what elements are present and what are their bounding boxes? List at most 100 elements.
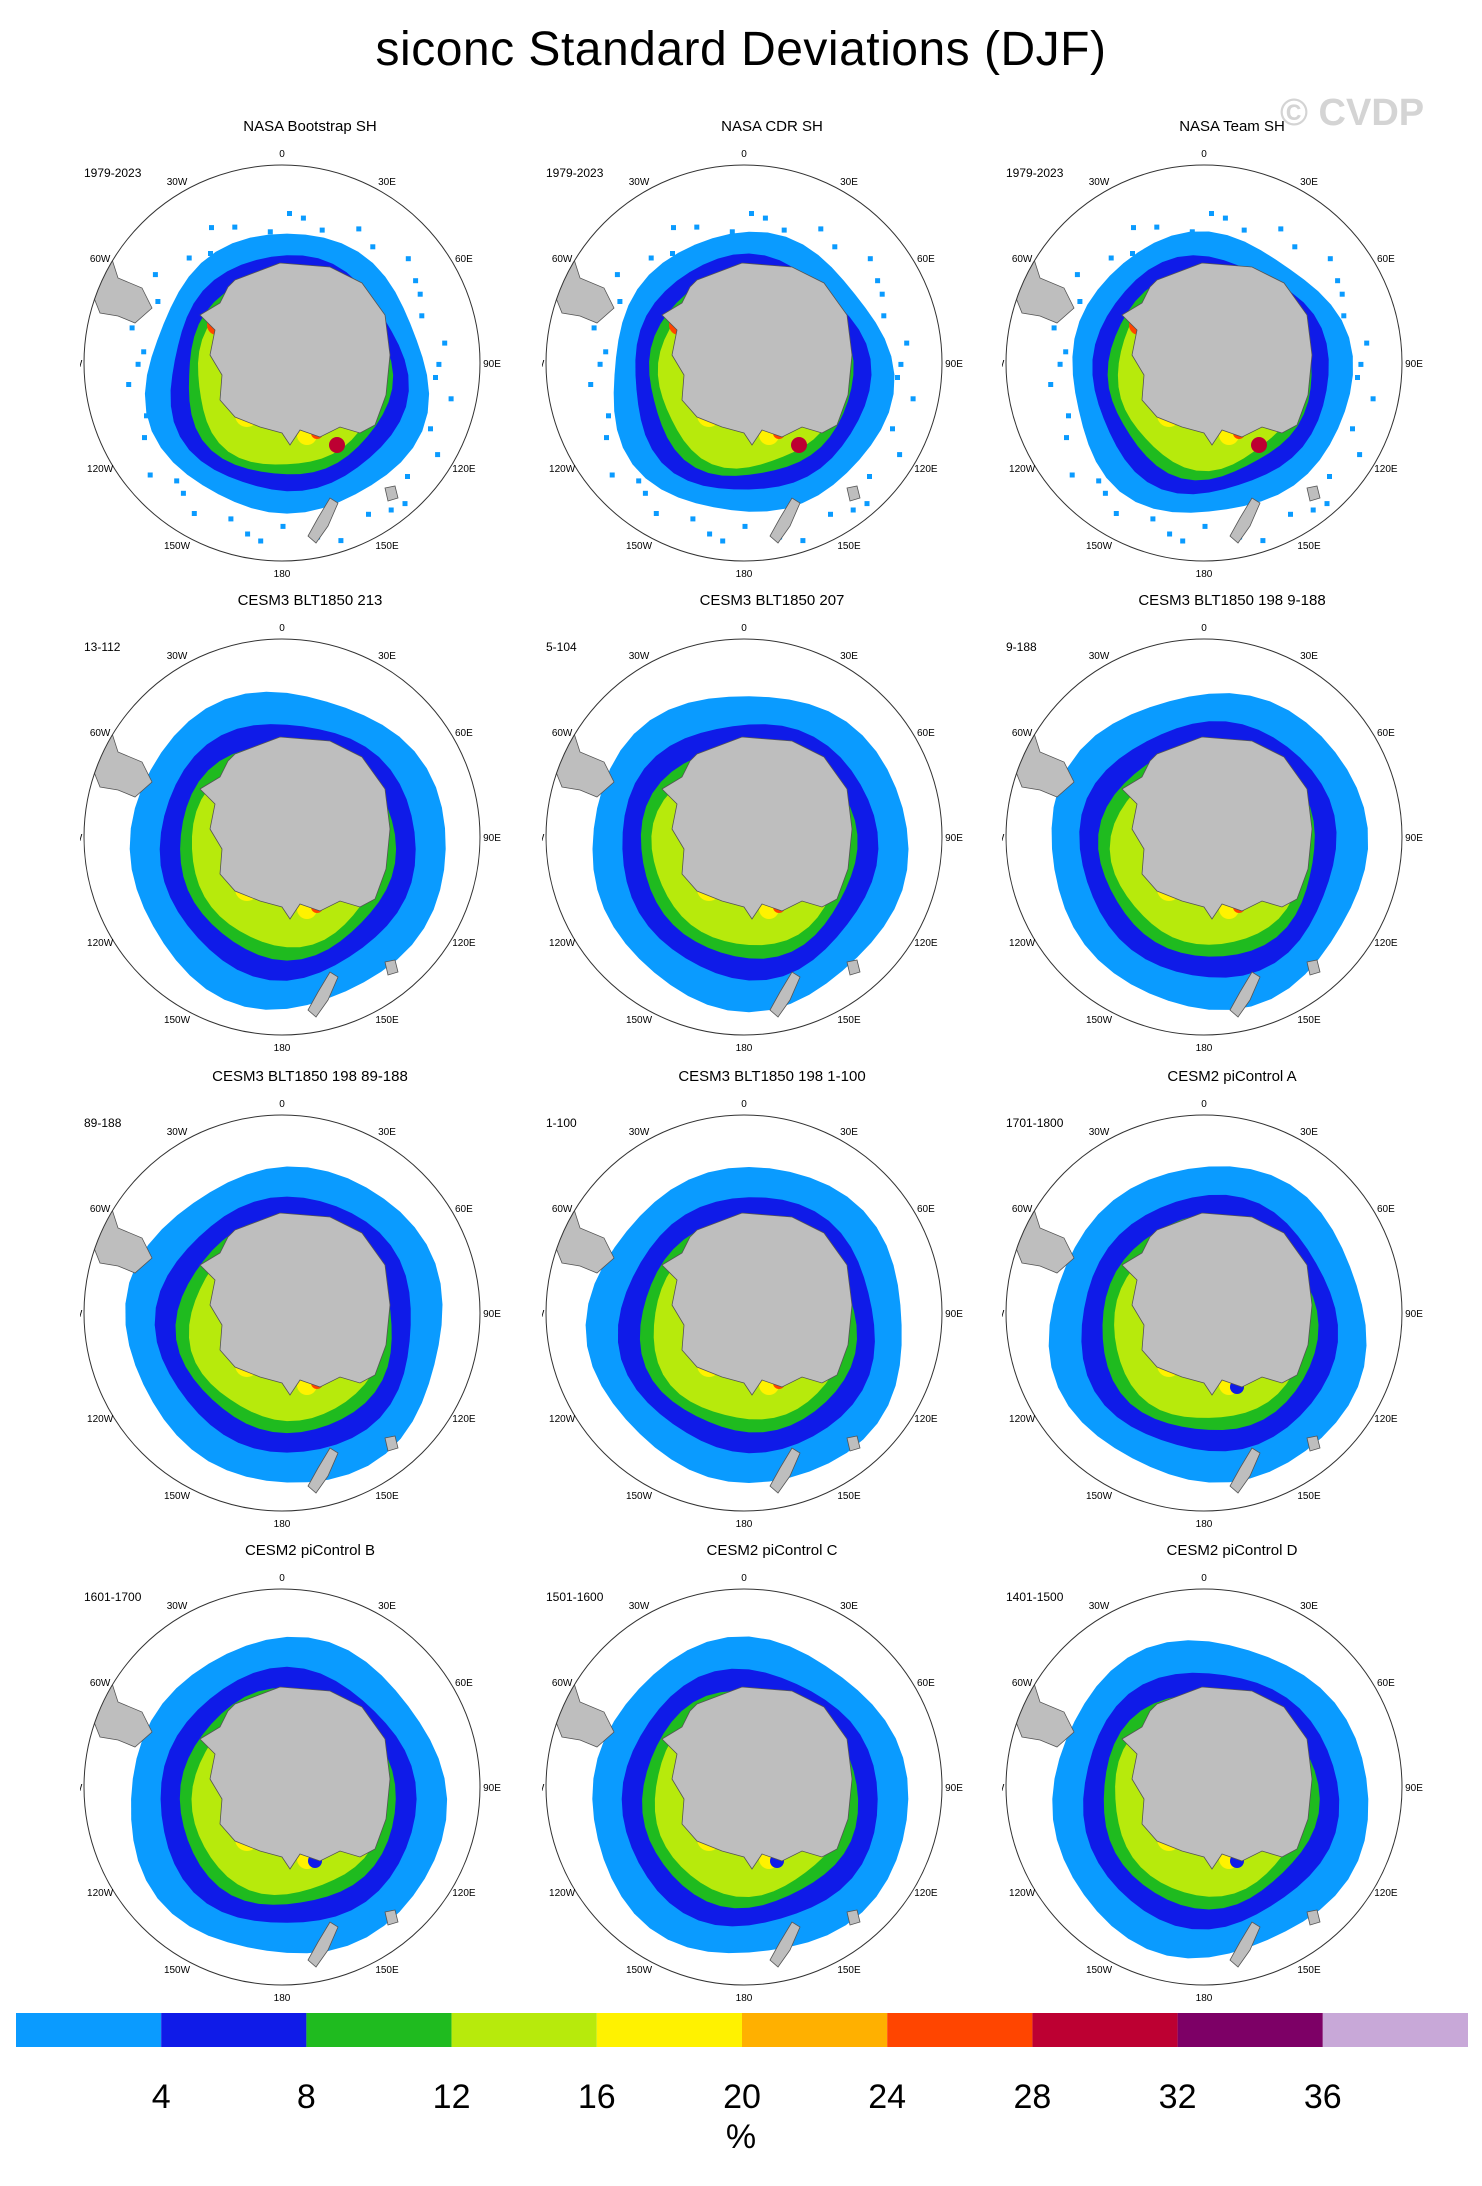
watermark: © CVDP — [1280, 92, 1425, 134]
antarctica-land — [199, 1212, 391, 1396]
longitude-label: 120E — [452, 938, 476, 949]
longitude-label: 150E — [1297, 541, 1321, 552]
antarctica-land — [1121, 1212, 1313, 1396]
ice-pixel — [135, 361, 141, 367]
longitude-label: 60W — [90, 1678, 111, 1689]
longitude-label: 120W — [1009, 1888, 1036, 1899]
ice-pixel — [707, 531, 713, 537]
longitude-label: 150W — [164, 1491, 191, 1502]
island-land — [846, 959, 861, 976]
longitude-label: 60W — [552, 728, 573, 739]
longitude-label: 30E — [378, 177, 396, 188]
ice-pixel — [642, 490, 648, 496]
polar-map: 0 30E 60E 90E 120E 150E 180 150W 120W 90W 60W 30W — [1002, 149, 1423, 580]
colorbar-tick-label: 4 — [151, 2078, 171, 2116]
longitude-label: 30E — [840, 651, 858, 662]
island-land — [1306, 1909, 1321, 1926]
longitude-label: 30W — [167, 651, 188, 662]
panel-period: 1-100 — [546, 1116, 577, 1130]
antarctica-land — [661, 736, 853, 920]
ice-pixel — [366, 511, 371, 517]
panel-title: CESM3 BLT1850 198 1-100 — [678, 1068, 866, 1085]
ice-pixel — [1150, 516, 1156, 522]
colorbar-tick-label: 32 — [1158, 2078, 1197, 2116]
ice-pixel — [405, 474, 410, 479]
ice-pixel — [800, 538, 806, 544]
longitude-label: 150W — [164, 541, 191, 552]
ice-pixel — [413, 278, 419, 284]
sea-ice-field — [1006, 1589, 1402, 1985]
map-border — [545, 1588, 943, 1986]
ice-pixel — [180, 490, 186, 496]
island-land — [1306, 485, 1321, 502]
colorbar-segment — [887, 2013, 1033, 2047]
ice-pixel — [895, 375, 900, 380]
longitude-label: 60W — [552, 1204, 573, 1215]
longitude-label: 30E — [840, 177, 858, 188]
ice-pixel — [867, 474, 872, 479]
ice-pixel — [1288, 511, 1293, 517]
ice-pixel — [1260, 538, 1266, 544]
new-zealand-land — [769, 497, 801, 544]
longitude-label: 150E — [837, 541, 861, 552]
panel-title: NASA CDR SH — [721, 118, 823, 135]
ice-pixel — [729, 229, 735, 235]
ice-pixel — [762, 215, 768, 221]
longitude-label: 120E — [452, 464, 476, 475]
panel-period: 1979-2023 — [84, 166, 142, 180]
longitude-label: 150W — [164, 1965, 191, 1976]
longitude-label: 30W — [629, 177, 650, 188]
ice-pixel — [1327, 474, 1332, 479]
new-zealand-land — [307, 497, 339, 544]
longitude-label: 90E — [483, 359, 501, 370]
longitude-label: 60W — [1012, 1204, 1033, 1215]
longitude-label: 90W — [542, 1309, 545, 1320]
ice-pixel — [818, 226, 824, 232]
panel-title: CESM3 BLT1850 198 9-188 — [1138, 592, 1326, 609]
colorbar-segment — [596, 2013, 742, 2047]
longitude-label: 90E — [483, 1783, 501, 1794]
longitude-label: 0 — [279, 149, 285, 160]
antarctica-land — [199, 1686, 391, 1870]
colorbar-segment — [161, 2013, 307, 2047]
antarctica-land — [199, 736, 391, 920]
new-zealand-land — [307, 1447, 339, 1494]
longitude-label: 120W — [87, 1888, 114, 1899]
ice-pixel — [1335, 278, 1341, 284]
longitude-label: 120E — [914, 938, 938, 949]
ice-pixel — [152, 272, 158, 278]
new-zealand-land — [769, 1447, 801, 1494]
ice-pixel — [191, 511, 197, 516]
ice-pixel — [864, 501, 870, 507]
new-zealand-land — [769, 1921, 801, 1968]
polar-map: 0 30E 60E 90E 120E 150E 180 150W 120W 90W 60W 30W — [80, 623, 501, 1054]
longitude-label: 60W — [1012, 1678, 1033, 1689]
sea-ice-field — [1006, 165, 1402, 561]
panel-period: 5-104 — [546, 640, 577, 654]
map-border — [83, 638, 481, 1036]
ice-pixel — [1154, 224, 1160, 230]
island-land — [846, 1435, 861, 1452]
longitude-label: 60E — [1377, 254, 1395, 265]
longitude-label: 60E — [917, 728, 935, 739]
antarctica-land — [1121, 262, 1313, 446]
longitude-label: 30E — [1300, 177, 1318, 188]
ice-pixel — [1327, 256, 1333, 262]
sea-ice-field — [546, 639, 942, 1035]
new-zealand-land — [1229, 1921, 1261, 1968]
longitude-label: 0 — [741, 1573, 747, 1584]
ice-pixel — [1096, 478, 1102, 484]
ice-pixel — [267, 229, 273, 235]
ice-pixel — [828, 511, 833, 517]
panel-period: 1701-1800 — [1006, 1116, 1064, 1130]
longitude-label: 60W — [90, 728, 111, 739]
longitude-label: 120W — [1009, 464, 1036, 475]
longitude-label: 150E — [375, 1965, 399, 1976]
panel-title: NASA Bootstrap SH — [243, 118, 377, 135]
ice-pixel — [228, 516, 234, 522]
longitude-label: 180 — [274, 569, 291, 580]
longitude-label: 120W — [1009, 1414, 1036, 1425]
sea-ice-field — [546, 165, 942, 561]
ice-pixel — [245, 531, 251, 537]
longitude-label: 60E — [917, 1678, 935, 1689]
